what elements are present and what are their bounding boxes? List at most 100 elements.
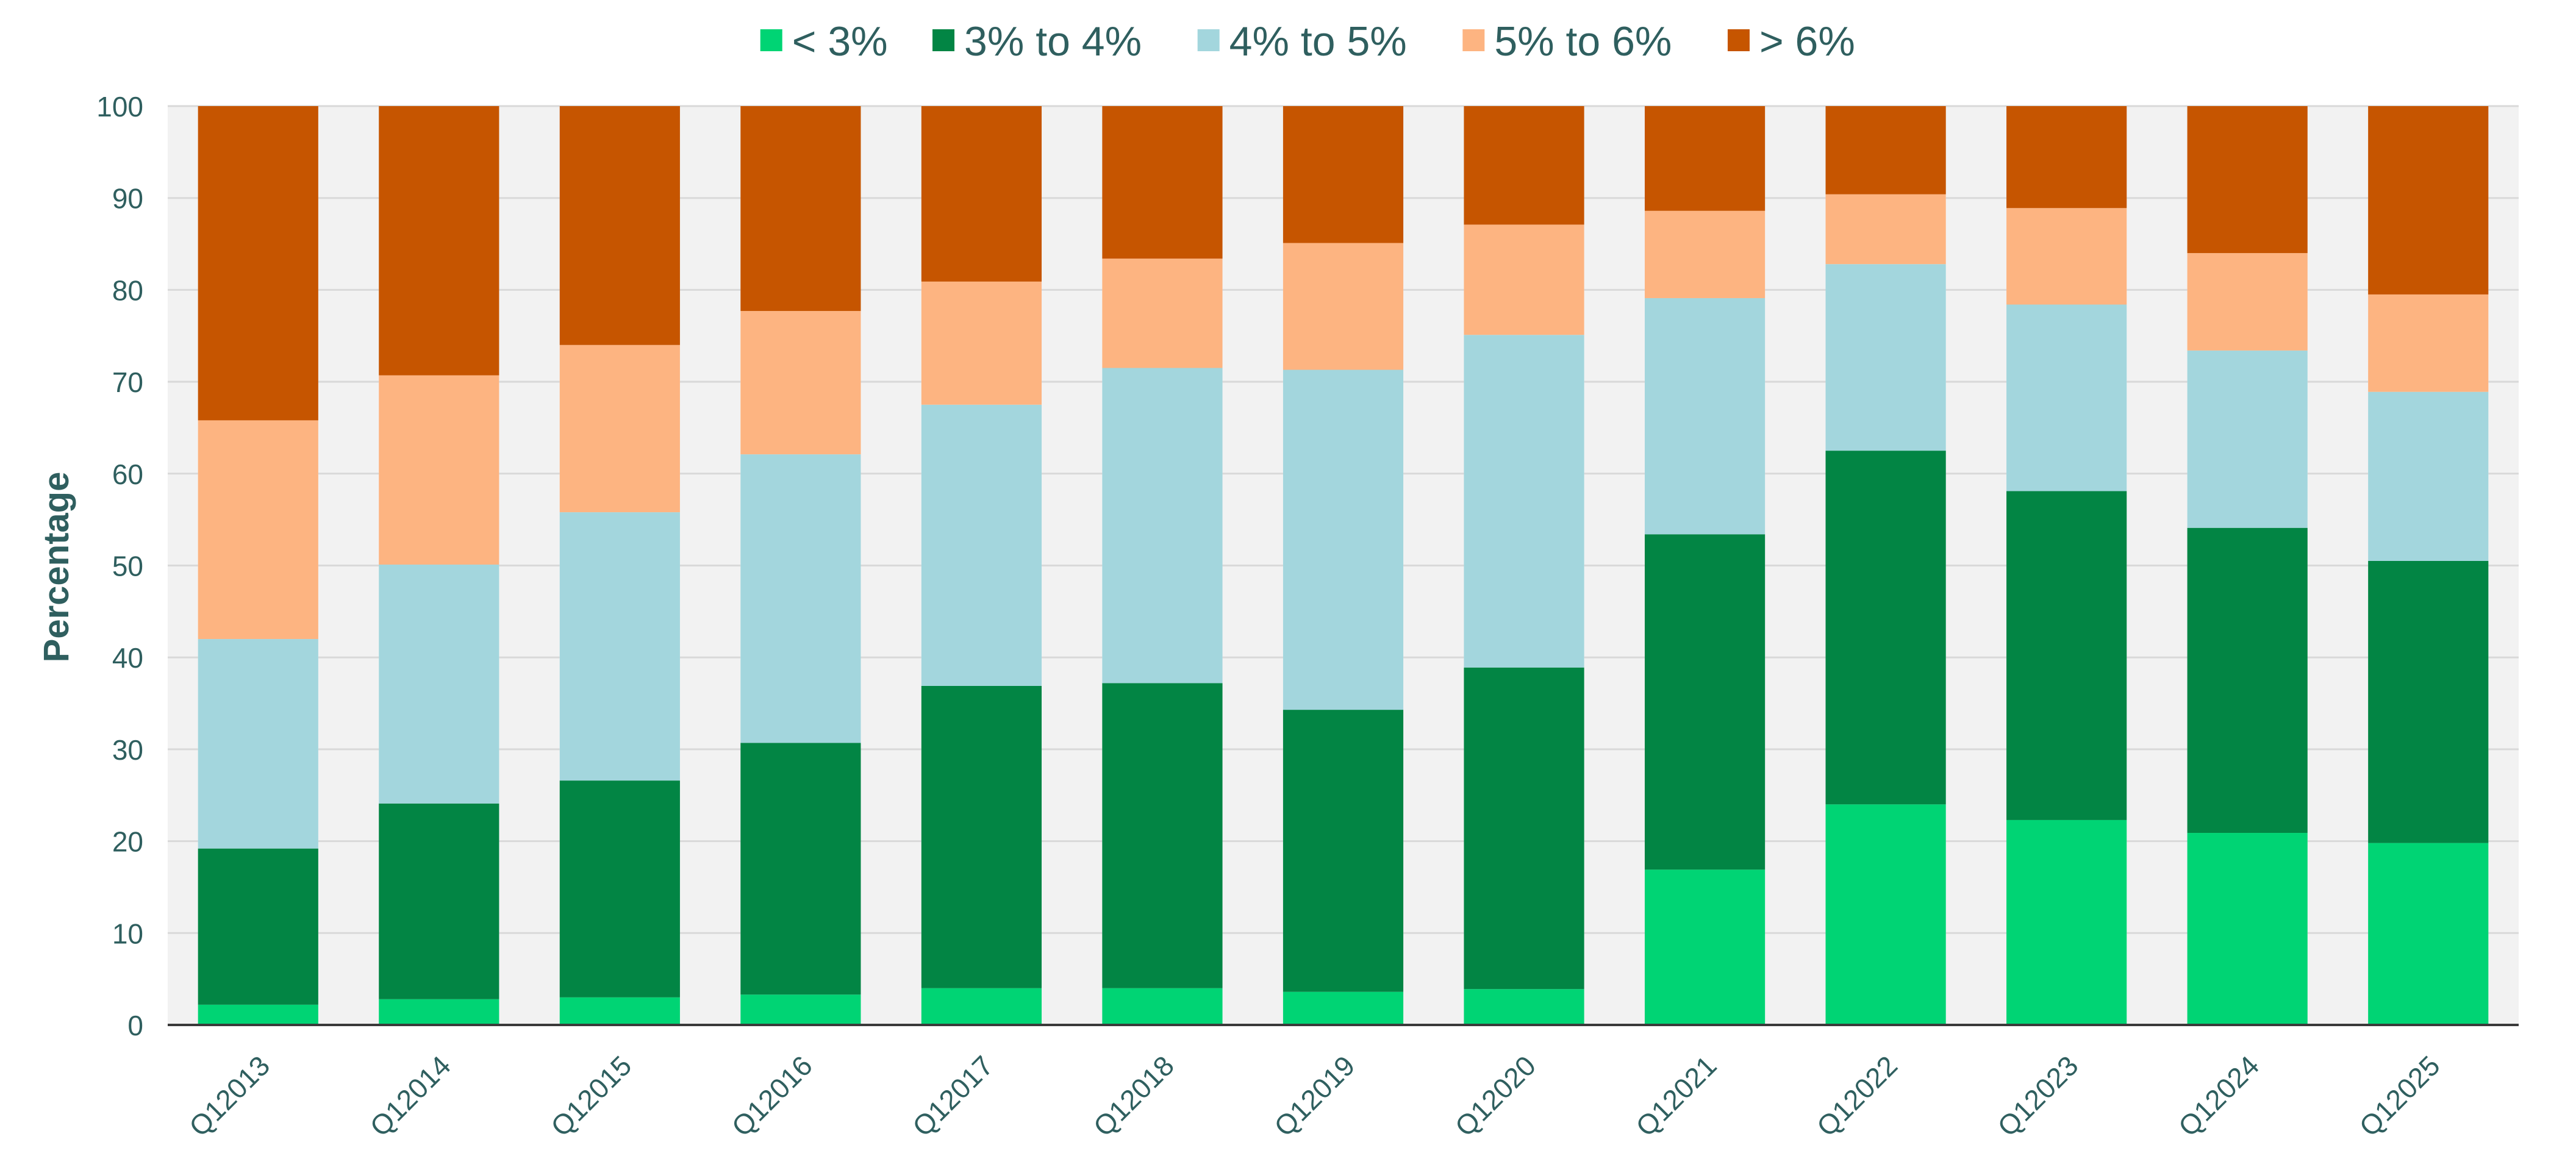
bar-segment [2006, 819, 2127, 1025]
x-tick-label: Q12024 [2172, 1049, 2266, 1143]
x-tick-label: Q12013 [183, 1049, 276, 1143]
x-tick-label: Q12015 [545, 1049, 638, 1143]
x-tick-label: Q12020 [1449, 1049, 1542, 1143]
bar-segment [2006, 304, 2127, 491]
bar-segment [1464, 989, 1584, 1025]
legend-label: 4% to 5% [1229, 18, 1407, 65]
legend-label: 3% to 4% [964, 18, 1142, 65]
legend-item: < 3% [760, 18, 888, 65]
x-tick-label: Q12017 [906, 1049, 1000, 1143]
x-tick-label: Q12022 [1811, 1049, 1904, 1143]
bar-segment [2368, 106, 2489, 294]
bar-segment [198, 420, 318, 640]
bar-segment [921, 404, 1042, 686]
bar-segment [1644, 106, 1766, 211]
bar-segment [559, 344, 680, 513]
bar-segment [1102, 683, 1223, 988]
bar-segment [1464, 224, 1584, 335]
y-tick-label: 100 [96, 91, 143, 123]
bar-segment [2006, 491, 2127, 820]
legend-item: 4% to 5% [1197, 18, 1407, 65]
bar-segment [379, 803, 499, 999]
x-tick-label: Q12023 [1991, 1049, 2084, 1143]
bar-segment [1825, 451, 1946, 805]
x-tick-label: Q12021 [1630, 1049, 1723, 1143]
y-tick-label: 50 [112, 551, 143, 582]
bar-segment [2187, 106, 2308, 254]
bar-segment [740, 994, 861, 1025]
bar-segment [198, 106, 318, 421]
bar-segment [2187, 833, 2308, 1025]
legend-label: > 6% [1759, 18, 1855, 65]
bar-segment [1464, 106, 1584, 225]
bar-segment [740, 743, 861, 995]
bar-segment [1102, 259, 1223, 368]
x-tick-label: Q12025 [2353, 1049, 2446, 1143]
y-tick-label: 90 [112, 183, 143, 215]
legend-swatch [932, 29, 955, 51]
bar-segment [379, 106, 499, 376]
bar-segment [2187, 350, 2308, 528]
bar-segment [1825, 106, 1946, 194]
bar-segment [2368, 843, 2489, 1025]
bars [198, 106, 2489, 1025]
bar-segment [2368, 294, 2489, 392]
bar-segment [1102, 106, 1223, 259]
bar-segment [198, 639, 318, 849]
legend-item: 5% to 6% [1462, 18, 1672, 65]
y-tick-label: 70 [112, 366, 143, 398]
y-tick-label: 10 [112, 918, 143, 949]
bar-segment [198, 848, 318, 1005]
bar-segment [921, 988, 1042, 1025]
bar-segment [1825, 194, 1946, 265]
bar-segment [379, 375, 499, 565]
legend-label: 5% to 6% [1494, 18, 1672, 65]
x-tick-label: Q12014 [363, 1049, 457, 1143]
bar-segment [1102, 988, 1223, 1025]
legend: < 3% 3% to 4% 4% to 5% 5% to 6% > 6% [760, 18, 1855, 65]
bar-segment [1464, 335, 1584, 668]
bar-segment [1283, 369, 1404, 710]
legend-label: < 3% [792, 18, 888, 65]
x-tick-label: Q12018 [1087, 1049, 1181, 1143]
bar-segment [1825, 264, 1946, 451]
bar-segment [2006, 106, 2127, 209]
x-tick-label: Q12016 [725, 1049, 818, 1143]
legend-swatch [1462, 29, 1485, 51]
bar-segment [379, 564, 499, 804]
x-tick-label: Q12019 [1268, 1049, 1361, 1143]
bar-segment [379, 999, 499, 1025]
legend-swatch [1197, 29, 1220, 51]
y-tick-label: 80 [112, 274, 143, 306]
bar-segment [921, 685, 1042, 988]
legend-item: 3% to 4% [932, 18, 1142, 65]
y-tick-label: 0 [127, 1010, 143, 1041]
bar-segment [1283, 991, 1404, 1025]
y-axis-label: Percentage [37, 472, 76, 663]
bar-segment [559, 512, 680, 781]
bar-segment [740, 311, 861, 455]
bar-segment [1644, 534, 1766, 870]
bar-segment [198, 1004, 318, 1025]
y-tick-label: 60 [112, 459, 143, 490]
bar-segment [1283, 106, 1404, 243]
bar-segment [1283, 710, 1404, 992]
bar-segment [2006, 208, 2127, 305]
legend-item: > 6% [1727, 18, 1855, 65]
bar-segment [921, 106, 1042, 282]
bar-segment [559, 780, 680, 997]
y-tick-label: 20 [112, 826, 143, 858]
y-tick-label: 40 [112, 642, 143, 674]
bar-segment [1825, 804, 1946, 1025]
bar-segment [1283, 243, 1404, 370]
bar-segment [559, 997, 680, 1025]
bar-segment [2187, 527, 2308, 833]
bar-segment [1464, 667, 1584, 990]
bar-segment [1102, 368, 1223, 683]
legend-swatch [760, 29, 782, 51]
bar-segment [2368, 560, 2489, 843]
bar-segment [2187, 253, 2308, 351]
bar-segment [2368, 391, 2489, 561]
